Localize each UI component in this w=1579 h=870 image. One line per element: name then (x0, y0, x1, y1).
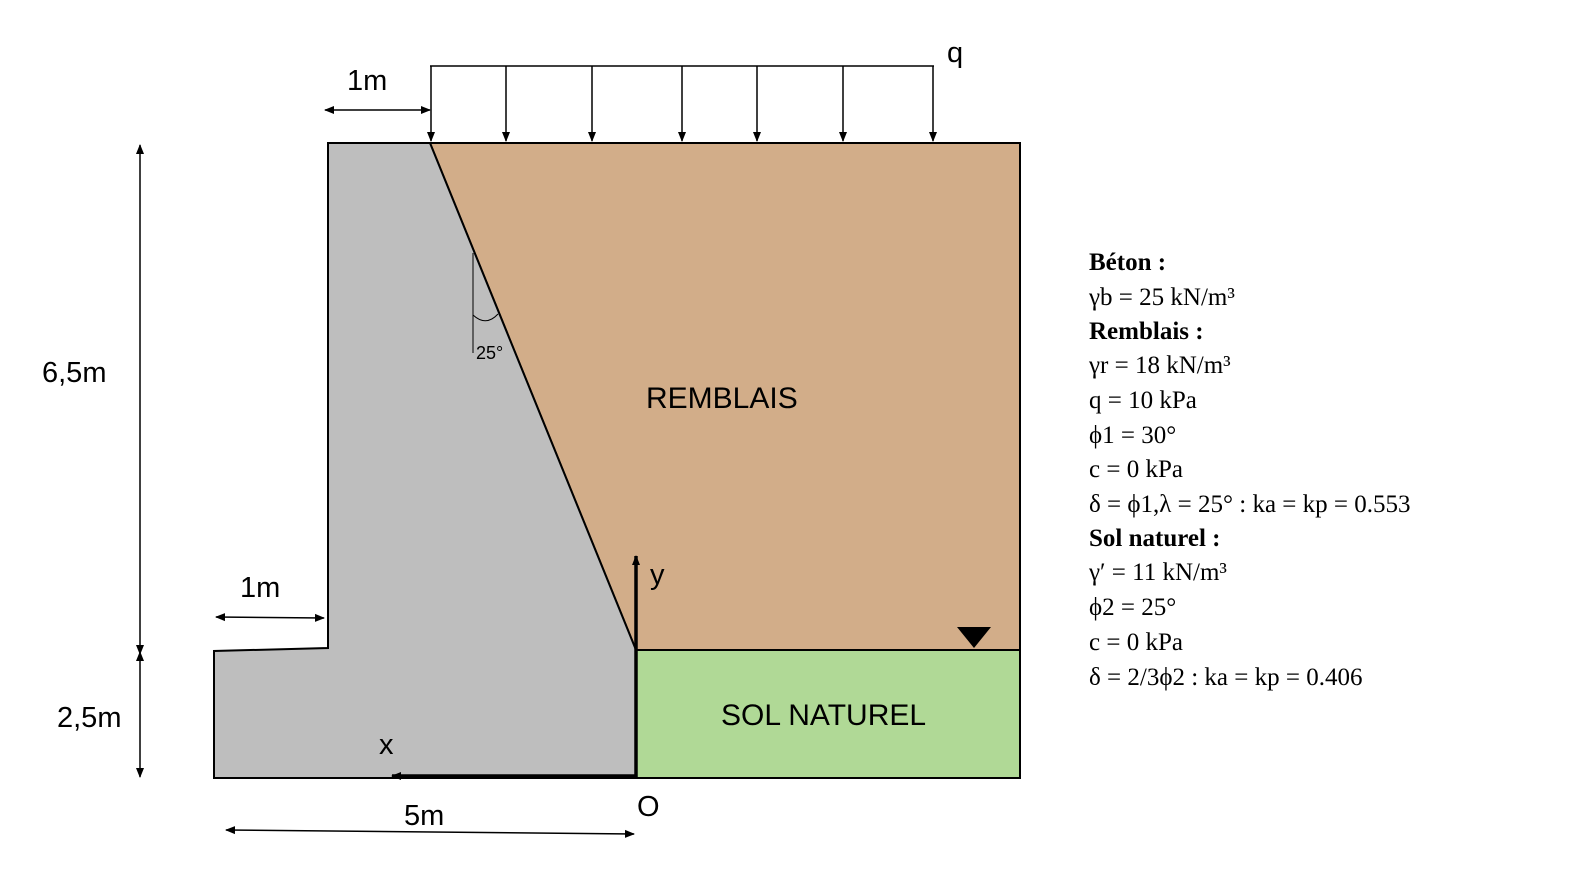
remblais-phi: ϕ1 = 30° (1089, 422, 1176, 449)
beton-title: Béton : (1089, 249, 1166, 276)
sol-ka: δ = 2/3ϕ2 : ka = kp = 0.406 (1089, 664, 1362, 691)
beton-gamma: γb = 25 kN/m³ (1088, 284, 1235, 311)
dim-base-width-arrow (225, 826, 635, 838)
sol-phi: ϕ2 = 25° (1089, 594, 1176, 621)
remblais-ka: δ = ϕ1,λ = 25° : ka = kp = 0.553 (1089, 491, 1411, 518)
triangle-down-icon (957, 627, 991, 648)
parameters-panel: Béton : γb = 25 kN/m³ Remblais : γr = 18… (1088, 249, 1411, 691)
remblais-label: REMBLAIS (646, 382, 798, 415)
angle-label: 25° (476, 343, 503, 363)
sol-naturel-label: SOL NATUREL (721, 699, 926, 732)
sol-c: c = 0 kPa (1089, 629, 1183, 656)
x-axis-label: x (379, 729, 394, 761)
origin-label: O (637, 791, 660, 823)
angle-marker (472, 253, 499, 353)
dim-top-offset-label: 1m (347, 65, 387, 97)
concrete-wall (213, 142, 637, 779)
sol-gamma: γ′ = 11 kN/m³ (1088, 559, 1227, 586)
remblais-gamma: γr = 18 kN/m³ (1088, 352, 1231, 379)
dim-base-width-label: 5m (404, 800, 444, 832)
dim-wall-height-label: 6,5m (42, 357, 106, 389)
dim-heel-offset-arrow (215, 613, 325, 622)
y-axis-label: y (650, 559, 665, 591)
remblais-q: q = 10 kPa (1089, 387, 1197, 414)
load-label: q (947, 37, 963, 69)
remblais-title: Remblais : (1089, 318, 1204, 345)
dim-heel-offset-label: 1m (240, 572, 280, 604)
sol-title: Sol naturel : (1089, 525, 1221, 552)
remblais-c: c = 0 kPa (1089, 456, 1183, 483)
distributed-load (427, 65, 937, 142)
dim-base-height-label: 2,5m (57, 702, 121, 734)
